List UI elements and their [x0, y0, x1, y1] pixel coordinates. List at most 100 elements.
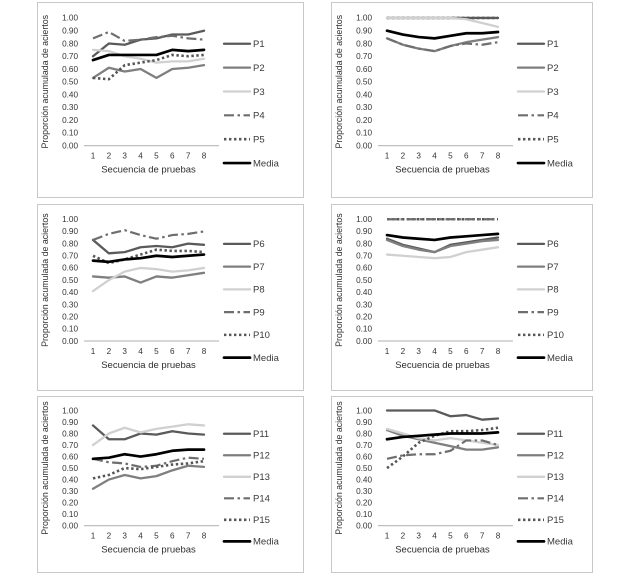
series-line-media [91, 253, 206, 264]
x-axis-title: Secuencia de pruebas [395, 165, 490, 176]
y-tick-label: 1.00 [62, 14, 78, 23]
y-tick-label: 0.60 [356, 264, 372, 273]
x-tick-label: 3 [122, 532, 127, 541]
x-tick-label: 1 [385, 347, 390, 356]
series-line-media [385, 29, 500, 40]
y-tick-label: 0.10 [62, 325, 78, 334]
series-line-p8 [91, 266, 206, 293]
y-tick-label: 0.90 [356, 27, 372, 36]
y-tick-label: 0.40 [356, 288, 372, 297]
y-axis-title: Proporción acumulada de aciertos [40, 213, 50, 347]
y-tick-label: 0.00 [62, 337, 78, 346]
x-tick-label: 5 [448, 152, 453, 161]
x-axis-title: Secuencia de pruebas [101, 360, 196, 371]
legend-label-p5: P5 [547, 134, 559, 145]
chart-panel-bottom-left: 1.00 0.90 0.80 0.70 0.60 0.50 0.40 0.30 0.20 0.10… [37, 396, 304, 573]
x-tick-label: 3 [122, 347, 127, 356]
x-tick-label: 8 [202, 152, 207, 161]
legend-label-p8: P8 [253, 285, 265, 296]
y-tick-label: 0.80 [356, 429, 372, 438]
series-line-p7 [385, 238, 500, 254]
legend-label-media: Media [547, 537, 574, 548]
y-tick-label: 0.10 [356, 510, 372, 519]
x-axis-title: Secuencia de pruebas [395, 545, 490, 556]
y-tick-label: 0.80 [62, 39, 78, 48]
series-line-p11 [91, 424, 206, 441]
x-tick-label: 5 [448, 532, 453, 541]
y-tick-label: 0.60 [62, 264, 78, 273]
y-tick-label: 0.20 [62, 116, 78, 125]
chart-panel-middle-right: 1.00 0.90 0.80 0.70 0.60 0.50 0.40 0.30 0.20 0.10… [331, 204, 593, 391]
legend-label-p14: P14 [547, 494, 564, 505]
y-tick-label: 0.70 [62, 52, 78, 61]
y-tick-label: 0.10 [356, 129, 372, 138]
y-tick-label: 0.40 [62, 475, 78, 484]
x-tick-label: 4 [138, 532, 143, 541]
series-line-p4 [386, 37, 499, 53]
x-tick-label: 5 [154, 152, 159, 161]
y-tick-label: 0.20 [356, 312, 372, 321]
series-line-p5 [92, 53, 205, 81]
x-axis-title: Secuencia de pruebas [101, 545, 196, 556]
y-tick-label: 1.00 [356, 215, 372, 224]
legend-label-p5: P5 [253, 134, 265, 145]
legend-label-p3: P3 [547, 87, 559, 98]
legend-label-p6: P6 [253, 239, 265, 250]
legend-label-p10: P10 [253, 330, 270, 341]
y-tick-label: 0.20 [62, 312, 78, 321]
x-tick-label: 1 [385, 532, 390, 541]
y-tick-label: 0.90 [356, 418, 372, 427]
y-tick-label: 0.80 [62, 239, 78, 248]
y-axis-title: Proporción acumulada de aciertos [334, 14, 344, 148]
y-tick-label: 0.60 [356, 452, 372, 461]
y-tick-label: 0.30 [356, 300, 372, 309]
series-line-p7 [91, 271, 206, 284]
chart-svg: 1.00 0.90 0.80 0.70 0.60 0.50 0.40 0.30 0.20 0.10… [40, 213, 280, 371]
y-axis-title: Proporción acumulada de aciertos [40, 14, 50, 148]
legend-label-p10: P10 [547, 330, 564, 341]
x-tick-label: 1 [91, 347, 96, 356]
x-tick-label: 5 [448, 347, 453, 356]
series-line-p2 [91, 64, 206, 80]
legend-label-p7: P7 [547, 262, 559, 273]
y-tick-label: 0.50 [356, 78, 372, 87]
series-line-p6 [91, 238, 206, 255]
chart-svg: 1.00 0.90 0.80 0.70 0.60 0.50 0.40 0.30 0.20 0.10… [334, 14, 574, 176]
x-tick-label: 5 [154, 347, 159, 356]
legend-label-p2: P2 [253, 63, 265, 74]
y-tick-label: 0.50 [62, 464, 78, 473]
chart-panel-middle-left: 1.00 0.90 0.80 0.70 0.60 0.50 0.40 0.30 0.20 0.10… [37, 204, 304, 391]
x-tick-label: 6 [464, 347, 469, 356]
x-tick-label: 8 [496, 152, 501, 161]
x-tick-label: 4 [138, 347, 143, 356]
legend-label-p2: P2 [547, 63, 559, 74]
x-tick-label: 3 [416, 532, 421, 541]
x-tick-label: 7 [186, 152, 191, 161]
legend-label-p8: P8 [547, 285, 559, 296]
y-tick-label: 0.10 [62, 129, 78, 138]
series-line-media [91, 48, 206, 62]
y-tick-label: 0.30 [62, 487, 78, 496]
legend-label-media: Media [253, 158, 280, 169]
legend-label-media: Media [547, 353, 574, 364]
y-tick-label: 0.30 [356, 103, 372, 112]
x-tick-label: 5 [154, 532, 159, 541]
chart-svg: 1.00 0.90 0.80 0.70 0.60 0.50 0.40 0.30 0.20 0.10… [334, 401, 574, 556]
y-axis-title: Proporción acumulada de aciertos [334, 213, 344, 347]
y-tick-label: 0.20 [62, 498, 78, 507]
chart-panel-bottom-right: 1.00 0.90 0.80 0.70 0.60 0.50 0.40 0.30 0.20 0.10… [331, 396, 593, 573]
y-tick-label: 1.00 [62, 215, 78, 224]
x-tick-label: 3 [416, 152, 421, 161]
x-tick-label: 1 [385, 152, 390, 161]
y-axis-title: Proporción acumulada de aciertos [334, 401, 344, 535]
y-tick-label: 0.10 [62, 510, 78, 519]
y-tick-label: 0.90 [356, 227, 372, 236]
y-tick-label: 0.40 [356, 90, 372, 99]
legend-label-p6: P6 [547, 239, 559, 250]
x-tick-label: 4 [432, 152, 437, 161]
y-tick-label: 1.00 [356, 406, 372, 415]
y-axis-title: Proporción acumulada de aciertos [40, 401, 50, 535]
legend-label-p15: P15 [253, 515, 270, 526]
y-tick-label: 0.40 [62, 90, 78, 99]
x-tick-label: 3 [416, 347, 421, 356]
